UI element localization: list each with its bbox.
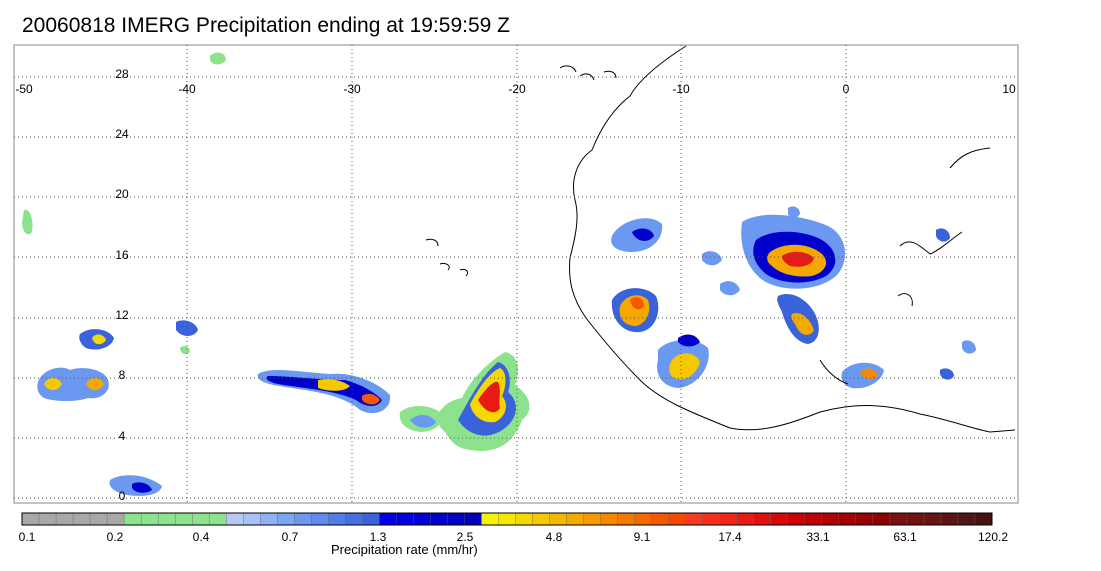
colorbar-swatch — [362, 512, 380, 526]
lon-label: -30 — [343, 82, 361, 96]
lon-label: 10 — [1002, 82, 1016, 96]
colorbar-swatch — [243, 512, 261, 526]
lon-label: -50 — [15, 82, 33, 96]
colorbar-tick-labels: 0.1 0.2 0.4 0.7 1.3 2.5 4.8 9.1 17.4 33.… — [19, 530, 1009, 544]
colorbar-swatch — [600, 512, 619, 526]
lat-label: 8 — [119, 368, 126, 382]
colorbar-swatch — [379, 512, 397, 526]
colorbar-swatch — [753, 512, 772, 526]
colorbar-tick-label: 9.1 — [634, 530, 651, 544]
colorbar-swatch — [855, 512, 874, 526]
colorbar-tick-label: 0.1 — [19, 530, 36, 544]
colorbar-swatch — [736, 512, 755, 526]
graticule — [14, 45, 1018, 503]
colorbar-swatch — [906, 512, 925, 526]
colorbar-swatch — [464, 512, 482, 526]
lon-label: -10 — [672, 82, 690, 96]
colorbar-tick-label: 33.1 — [806, 530, 830, 544]
colorbar-swatch — [72, 512, 91, 526]
colorbar-tick-label: 0.4 — [193, 530, 210, 544]
colorbar-swatch — [89, 512, 108, 526]
colorbar-tick-label: 17.4 — [718, 530, 742, 544]
colorbar-swatch — [226, 512, 244, 526]
colorbar-label: Precipitation rate (mm/hr) — [331, 542, 478, 557]
lat-label: 16 — [115, 248, 129, 262]
colorbar-tick-label: 0.7 — [282, 530, 299, 544]
colorbar-swatch — [430, 512, 448, 526]
colorbar-swatch — [974, 512, 993, 526]
colorbar-swatch — [311, 512, 329, 526]
precipitation-field — [22, 52, 976, 496]
colorbar-swatch — [174, 512, 193, 526]
colorbar-tick-label: 0.2 — [107, 530, 124, 544]
lat-label: 24 — [115, 127, 129, 141]
colorbar-swatch — [940, 512, 959, 526]
colorbar-tick-label: 4.8 — [546, 530, 563, 544]
colorbar-swatch — [685, 512, 704, 526]
colorbar-swatch — [55, 512, 74, 526]
lon-label: -40 — [178, 82, 196, 96]
colorbar-swatch — [515, 512, 534, 526]
colorbar-swatch — [651, 512, 670, 526]
lon-label: 0 — [843, 82, 850, 96]
colorbar-swatch — [260, 512, 278, 526]
colorbar-swatch — [140, 512, 159, 526]
colorbar-swatch — [447, 512, 465, 526]
colorbar-tick-label: 1.3 — [370, 530, 387, 544]
colorbar-swatch — [668, 512, 687, 526]
colorbar-swatch — [804, 512, 823, 526]
colorbar-swatch — [345, 512, 363, 526]
colorbar-swatch — [889, 512, 908, 526]
colorbar-swatch — [38, 512, 57, 526]
colorbar-swatch — [770, 512, 789, 526]
colorbar-swatch — [157, 512, 176, 526]
lat-label: 4 — [119, 429, 126, 443]
colorbar-swatch — [413, 512, 431, 526]
colorbar-swatch — [481, 512, 499, 526]
colorbar-swatch — [787, 512, 806, 526]
colorbar-swatch — [566, 512, 585, 526]
colorbar-swatch — [838, 512, 857, 526]
colorbar-swatch — [21, 512, 40, 526]
colorbar-swatch — [872, 512, 891, 526]
colorbar-tick-label: 120.2 — [978, 530, 1008, 544]
lat-label: 12 — [115, 308, 129, 322]
colorbar-tick-label: 63.1 — [893, 530, 917, 544]
colorbar-swatch — [191, 512, 210, 526]
lat-label: 20 — [115, 187, 129, 201]
colorbar-swatch — [957, 512, 976, 526]
longitude-labels: -50 -40 -30 -20 -10 0 10 — [15, 82, 1016, 96]
map-title: 20060818 IMERG Precipitation ending at 1… — [22, 14, 510, 37]
lat-label: 28 — [115, 67, 129, 81]
coastline — [425, 45, 1016, 433]
colorbar-swatch — [208, 512, 227, 526]
colorbar-swatch — [549, 512, 568, 526]
latitude-labels: 28 24 20 16 12 8 4 0 — [115, 67, 129, 503]
colorbar-swatch — [583, 512, 602, 526]
colorbar-tick-label: 2.5 — [457, 530, 474, 544]
lon-label: -20 — [508, 82, 526, 96]
colorbar-swatch — [277, 512, 295, 526]
colorbar-swatch — [532, 512, 551, 526]
lat-label: 0 — [119, 489, 126, 503]
colorbar-swatch — [719, 512, 738, 526]
colorbar-swatches — [21, 512, 993, 526]
colorbar-frame — [21, 512, 993, 526]
colorbar-swatch — [702, 512, 721, 526]
colorbar-swatch — [634, 512, 653, 526]
colorbar-swatch — [123, 512, 142, 526]
colorbar-swatch — [821, 512, 840, 526]
colorbar-swatch — [294, 512, 312, 526]
colorbar-swatch — [106, 512, 125, 526]
colorbar-swatch — [498, 512, 517, 526]
colorbar-swatch — [396, 512, 414, 526]
colorbar-swatch — [617, 512, 636, 526]
colorbar-swatch — [923, 512, 942, 526]
colorbar-swatch — [328, 512, 346, 526]
